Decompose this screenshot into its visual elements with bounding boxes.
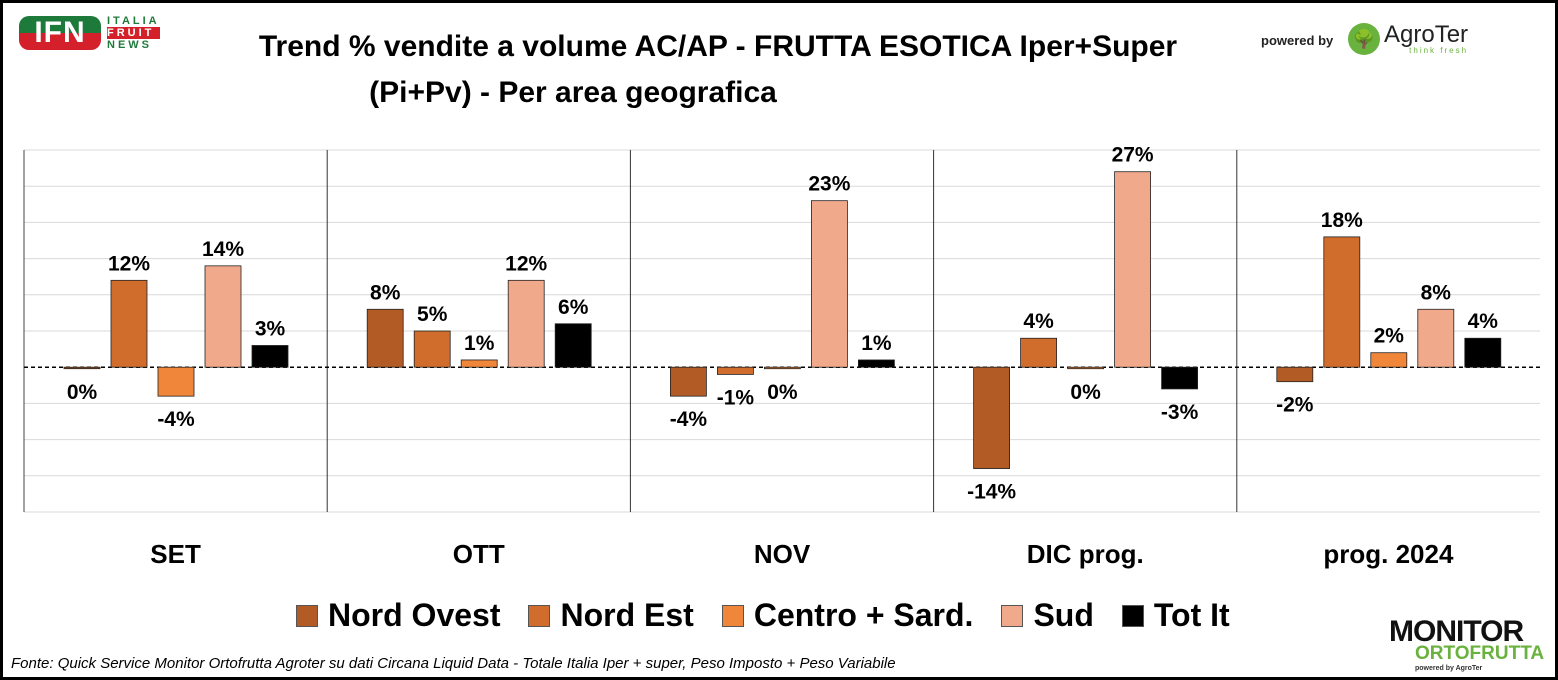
source-note: Fonte: Quick Service Monitor Ortofrutta …	[11, 655, 896, 672]
bar-chart: SET 0% 12% -4% 14% 3% OTT 8% 5% 1% 12% 6% NOV -4% -1% 0…	[23, 144, 1540, 569]
ifn-words: ITALIA FRUIT NEWS	[107, 15, 160, 51]
data-label: -4%	[157, 408, 195, 431]
chart-title: Trend % vendite a volume AC/AP - FRUTTA …	[258, 30, 1178, 63]
monitor-ortofrutta-logo: MONITOR ORTOFRUTTA powered by AgroTer	[1389, 615, 1545, 673]
bar-nord-ovest	[973, 366, 1010, 469]
data-label: 0%	[767, 381, 798, 404]
bar-tot-it	[554, 323, 592, 368]
legend-swatch	[296, 604, 318, 627]
data-label: 23%	[808, 173, 850, 196]
data-label: 14%	[202, 238, 244, 261]
category-label: prog. 2024	[1323, 539, 1454, 569]
bar-tot-it	[1161, 366, 1198, 390]
bar-nord-est	[1323, 236, 1361, 368]
legend-item: Tot It	[1121, 597, 1230, 634]
data-label: 3%	[255, 317, 286, 340]
agroter-tagline: think fresh	[1409, 45, 1469, 55]
legend: Nord Ovest Nord Est Centro + Sard. Sud Tot I…	[296, 597, 1230, 634]
legend-label: Centro + Sard.	[753, 597, 974, 633]
data-label: 8%	[370, 281, 401, 304]
legend-label: Tot It	[1153, 597, 1230, 633]
ortofrutta-word: ORTOFRUTTA	[1415, 643, 1545, 664]
category-label: NOV	[754, 539, 811, 569]
bar-centro-sard-	[1370, 352, 1408, 368]
category-label: OTT	[453, 539, 505, 569]
data-label: 0%	[67, 381, 98, 404]
monitor-word: MONITOR	[1389, 615, 1524, 648]
ifn-mark: IFN	[19, 16, 101, 50]
data-label: 4%	[1023, 310, 1054, 333]
bar-nord-est	[1020, 337, 1057, 368]
data-label: 18%	[1321, 209, 1363, 232]
data-label: 8%	[1421, 281, 1452, 304]
bar-tot-it	[1464, 337, 1502, 368]
legend-item: Sud	[1001, 597, 1094, 634]
bar-sud	[811, 200, 848, 368]
data-label: -3%	[1161, 401, 1199, 424]
bar-centro-sard-	[460, 359, 498, 368]
ifn-logo: IFN ITALIA FRUIT NEWS	[19, 15, 160, 51]
bar-tot-it	[251, 345, 289, 368]
category-label: SET	[150, 539, 201, 569]
data-label: 6%	[558, 296, 589, 319]
data-label: 4%	[1468, 310, 1499, 333]
bar-nord-est	[110, 279, 148, 368]
legend-swatch	[721, 604, 744, 627]
legend-label: Nord Est	[560, 597, 694, 633]
monitor-powered: powered by AgroTer	[1415, 665, 1483, 672]
bar-sud	[507, 279, 545, 368]
legend-item: Nord Est	[528, 597, 694, 634]
data-label: 1%	[464, 332, 495, 355]
legend-label: Sud	[1033, 597, 1094, 633]
data-label: -14%	[967, 481, 1016, 504]
agroter-logo: 🌳 AgroTer think fresh	[1348, 20, 1469, 55]
legend-item: Centro + Sard.	[721, 597, 974, 634]
data-label: 1%	[861, 332, 892, 355]
bar-nord-ovest	[63, 366, 101, 370]
category-label: DIC prog.	[1027, 539, 1144, 569]
legend-swatch	[1001, 604, 1024, 627]
tree-icon: 🌳	[1348, 23, 1380, 55]
data-label: 0%	[1070, 381, 1101, 404]
bar-centro-sard-	[1067, 366, 1104, 370]
bar-nord-ovest	[1276, 366, 1314, 383]
data-label: -1%	[717, 386, 755, 409]
bar-sud	[1417, 308, 1455, 368]
ifn-word: ITALIA	[107, 15, 160, 27]
bar-tot-it	[858, 359, 895, 368]
data-label: -2%	[1276, 394, 1314, 417]
agroter-name: AgroTer	[1384, 20, 1469, 48]
bar-sud	[1114, 171, 1151, 368]
bar-nord-ovest	[366, 308, 404, 368]
bar-sud	[204, 265, 242, 368]
chart-subtitle: (Pi+Pv) - Per area geografica	[369, 76, 777, 109]
legend-item: Nord Ovest	[296, 597, 500, 634]
data-label: 12%	[108, 252, 150, 275]
bar-centro-sard-	[764, 366, 801, 370]
ifn-word: FRUIT	[107, 27, 160, 39]
bar-nord-ovest	[670, 366, 707, 397]
legend-label: Nord Ovest	[328, 597, 501, 633]
legend-swatch	[528, 604, 551, 627]
powered-by: powered by	[1261, 33, 1334, 48]
ifn-word: NEWS	[107, 39, 152, 51]
data-label: 27%	[1112, 144, 1154, 167]
data-label: 2%	[1374, 325, 1405, 348]
data-label: 5%	[417, 303, 448, 326]
data-label: -4%	[670, 408, 708, 431]
bar-centro-sard-	[157, 366, 195, 397]
data-label: 12%	[505, 252, 547, 275]
bar-nord-est	[717, 366, 754, 375]
legend-swatch	[1121, 604, 1144, 627]
bar-nord-est	[413, 330, 451, 368]
